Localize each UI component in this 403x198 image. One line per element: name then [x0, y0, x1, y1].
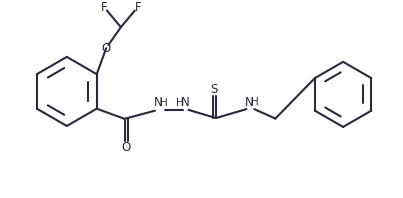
Text: S: S — [211, 83, 218, 96]
Text: F: F — [101, 1, 107, 14]
Text: H: H — [160, 98, 168, 108]
Text: N: N — [181, 96, 190, 109]
Text: H: H — [176, 98, 183, 108]
Text: H: H — [251, 97, 259, 107]
Text: O: O — [102, 42, 111, 55]
Text: N: N — [245, 96, 254, 109]
Text: O: O — [122, 141, 131, 154]
Text: F: F — [135, 1, 141, 14]
Text: N: N — [154, 96, 162, 109]
